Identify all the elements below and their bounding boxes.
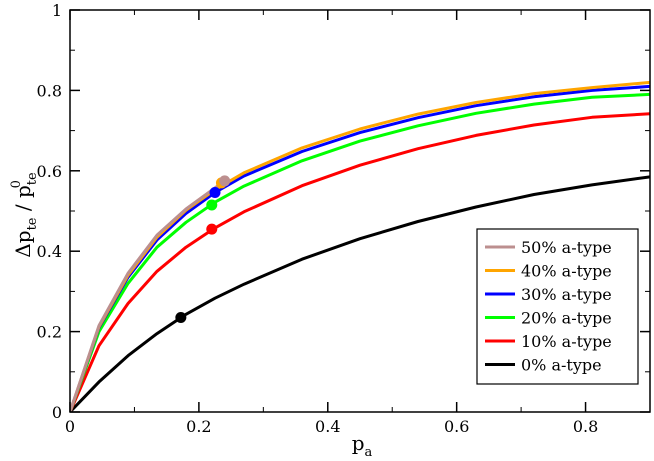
y-axis-label: Δpte / pte0 xyxy=(9,172,40,258)
legend-entry: 50% a-type xyxy=(521,238,612,257)
x-axis-label: pa xyxy=(352,431,373,460)
y-tick-label: 0.4 xyxy=(37,242,62,261)
y-tick-label: 0.6 xyxy=(37,162,62,181)
axes: 0 0.2 0.4 0.6 0.8 0 0.2 0.4 0.6 0.8 1 xyxy=(37,1,651,436)
y-tick-label: 0 xyxy=(52,403,62,422)
legend-entry: 10% a-type xyxy=(521,332,612,351)
legend-entry: 0% a-type xyxy=(521,356,602,375)
series-line xyxy=(70,112,650,412)
series-line xyxy=(70,175,650,412)
series-marker xyxy=(219,175,231,187)
legend-entry: 30% a-type xyxy=(521,285,612,304)
plot-area xyxy=(70,80,650,412)
legend-entry: 20% a-type xyxy=(521,309,612,328)
series-marker xyxy=(209,187,221,199)
x-tick-label: 0.4 xyxy=(315,417,340,436)
legend: 50% a-type 40% a-type 30% a-type 20% a-type… xyxy=(476,228,639,385)
series-line xyxy=(70,92,650,412)
series-marker xyxy=(206,223,218,235)
x-tick-label: 0.6 xyxy=(444,417,469,436)
x-tick-label: 0.2 xyxy=(186,417,211,436)
x-tick-label: 0.8 xyxy=(573,417,598,436)
legend-box xyxy=(476,228,639,385)
y-tick-label: 1 xyxy=(52,1,62,20)
y-tick-label: 0.2 xyxy=(37,323,62,342)
series-line xyxy=(70,179,226,412)
y-tick-label: 0.8 xyxy=(37,81,62,100)
series-marker xyxy=(175,312,187,324)
legend-entry: 40% a-type xyxy=(521,262,612,281)
x-tick-label: 0 xyxy=(65,417,75,436)
series-marker xyxy=(206,199,218,211)
